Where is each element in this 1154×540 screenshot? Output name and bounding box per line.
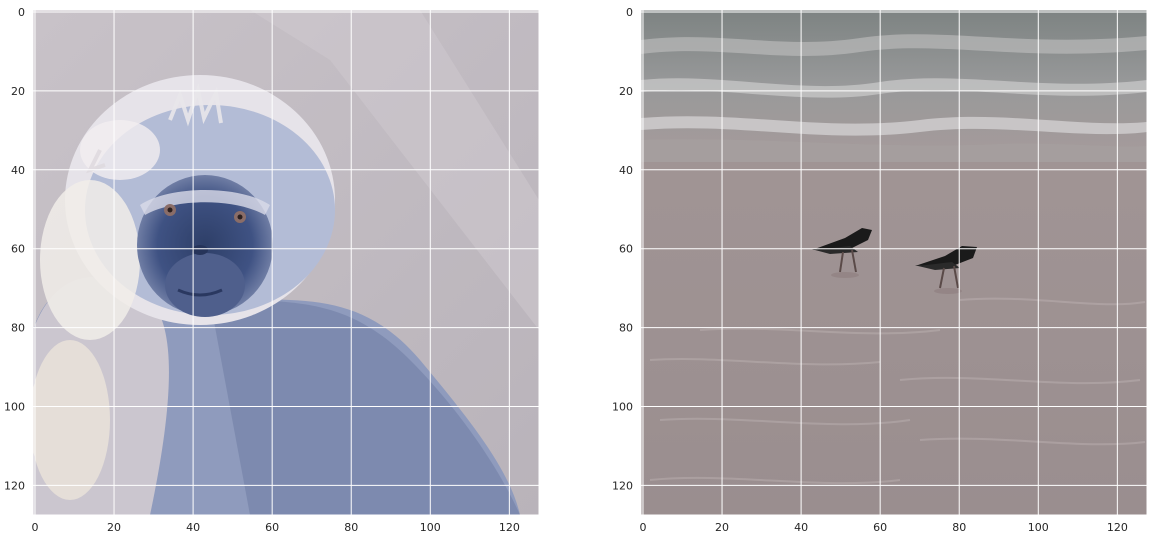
x-tick-label: 20 bbox=[107, 521, 121, 534]
y-tick-label: 60 bbox=[11, 243, 25, 256]
grid-lines bbox=[33, 10, 539, 515]
y-tick-label: 40 bbox=[11, 164, 25, 177]
bird-2 bbox=[915, 246, 977, 294]
y-tick-label: 0 bbox=[18, 6, 25, 19]
x-tick-label: 60 bbox=[873, 521, 887, 534]
y-tick-label: 0 bbox=[626, 6, 633, 19]
x-tick-label: 20 bbox=[715, 521, 729, 534]
y-tick-label: 120 bbox=[612, 479, 633, 492]
x-tick-label: 60 bbox=[265, 521, 279, 534]
y-tick-label: 120 bbox=[4, 479, 25, 492]
x-tick-label: 40 bbox=[794, 521, 808, 534]
y-tick-label: 40 bbox=[619, 164, 633, 177]
x-tick-label: 100 bbox=[1028, 521, 1049, 534]
x-axis-ticks: 0 20 40 60 80 100 120 bbox=[31, 521, 519, 534]
y-tick-label: 60 bbox=[619, 243, 633, 256]
y-tick-label: 20 bbox=[11, 85, 25, 98]
y-tick-label: 100 bbox=[612, 401, 633, 414]
x-tick-label: 100 bbox=[420, 521, 441, 534]
beach-photo bbox=[641, 10, 1147, 515]
x-tick-label: 80 bbox=[952, 521, 966, 534]
x-tick-label: 40 bbox=[186, 521, 200, 534]
x-tick-label: 80 bbox=[344, 521, 358, 534]
y-tick-label: 100 bbox=[4, 401, 25, 414]
y-tick-label: 80 bbox=[619, 322, 633, 335]
bird-1 bbox=[812, 228, 872, 278]
x-tick-label: 120 bbox=[1107, 521, 1128, 534]
y-tick-label: 80 bbox=[11, 322, 25, 335]
monkey-photo bbox=[33, 10, 539, 515]
image-panel-birds: 0 20 40 60 80 100 120 0 20 40 60 80 100 120 bbox=[612, 6, 1148, 534]
x-tick-label: 0 bbox=[31, 521, 38, 534]
y-axis-ticks: 0 20 40 60 80 100 120 bbox=[4, 6, 25, 492]
x-axis-ticks: 0 20 40 60 80 100 120 bbox=[639, 521, 1127, 534]
x-tick-label: 120 bbox=[499, 521, 520, 534]
image-panel-monkey: 0 20 40 60 80 100 120 0 20 40 60 80 100 120 bbox=[4, 6, 540, 534]
y-tick-label: 20 bbox=[619, 85, 633, 98]
y-axis-ticks: 0 20 40 60 80 100 120 bbox=[612, 6, 633, 492]
grid-lines bbox=[641, 10, 1147, 515]
x-tick-label: 0 bbox=[639, 521, 646, 534]
